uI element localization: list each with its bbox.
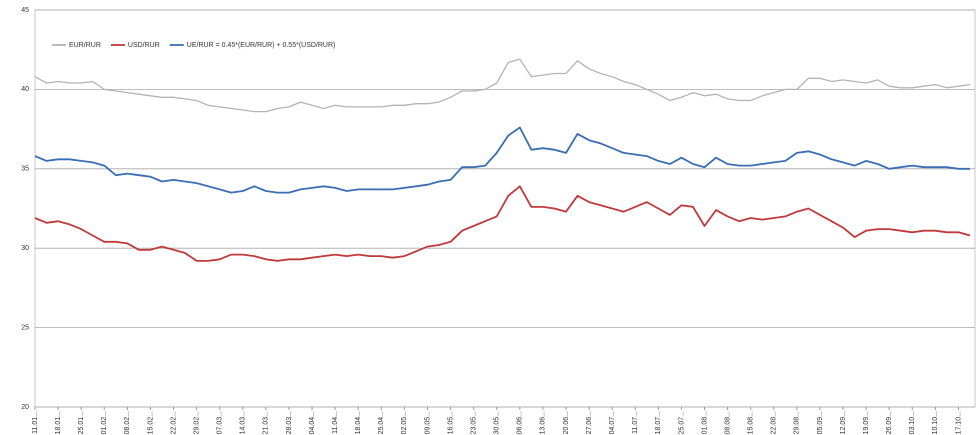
y-tick-label: 25	[21, 324, 29, 331]
x-tick-label: 25.04...	[378, 411, 385, 434]
x-tick-label: 08.08...	[724, 411, 731, 434]
x-tick-label: 14.03...	[240, 411, 247, 434]
x-tick-label: 04.07...	[609, 411, 616, 434]
x-tick-label: 15.08...	[748, 411, 755, 434]
x-tick-label: 20.06...	[563, 411, 570, 434]
x-tick-label: 18.01...	[55, 411, 62, 434]
y-tick-label: 45	[21, 7, 29, 14]
x-tick-label: 04.04...	[309, 411, 316, 434]
x-tick-label: 25.01...	[78, 411, 85, 434]
legend-label: EUR/RUR	[69, 42, 101, 49]
x-tick-label: 21.03...	[263, 411, 270, 434]
legend-label: USD/RUR	[128, 42, 160, 49]
x-tick-label: 11.04...	[332, 411, 339, 434]
y-tick-label: 20	[21, 404, 29, 411]
series-line	[34, 58, 971, 113]
x-tick-label: 18.04...	[355, 411, 362, 434]
x-tick-label: 11.01...	[32, 411, 39, 434]
x-tick-label: 06.06...	[517, 411, 524, 434]
x-tick-label: 22.08...	[771, 411, 778, 434]
x-tick-label: 09.05...	[424, 411, 431, 434]
x-tick-label: 03.10...	[909, 411, 916, 434]
x-tick-label: 12.09...	[840, 411, 847, 434]
legend-item: UE/RUR = 0.45*(EUR/RUR) + 0.55*(USD/RUR)	[169, 42, 336, 49]
series-line	[34, 185, 971, 262]
x-tick-label: 26.09...	[886, 411, 893, 434]
x-tick-label: 05.09...	[817, 411, 824, 434]
x-tick-label: 19.09...	[863, 411, 870, 434]
x-tick-label: 02.05...	[401, 411, 408, 434]
x-tick-label: 25.07...	[678, 411, 685, 434]
x-tick-label: 10.10...	[932, 411, 939, 434]
x-tick-label: 27.06...	[586, 411, 593, 434]
y-tick-label: 30	[21, 245, 29, 252]
legend-item: EUR/RUR	[52, 42, 101, 49]
x-tick-label: 07.03...	[217, 411, 224, 434]
x-tick-label: 01.02...	[101, 411, 108, 434]
x-tick-label: 13.06...	[540, 411, 547, 434]
x-tick-label: 28.03...	[286, 411, 293, 434]
series-line	[34, 126, 970, 194]
x-tick-label: 30.05...	[494, 411, 501, 434]
legend-label: UE/RUR = 0.45*(EUR/RUR) + 0.55*(USD/RUR)	[187, 42, 336, 49]
x-tick-label: 17.10...	[955, 411, 962, 434]
x-tick-label: 15.02...	[147, 411, 154, 434]
x-tick-label: 11.07...	[632, 411, 639, 434]
x-tick-label: 16.05...	[447, 411, 454, 434]
x-tick-label: 29.08...	[794, 411, 801, 434]
x-tick-label: 01.08...	[701, 411, 708, 434]
x-tick-label: 29.02...	[193, 411, 200, 434]
x-tick-label: 22.02...	[170, 411, 177, 434]
x-tick-label: 23.05...	[470, 411, 477, 434]
x-tick-label: 08.02...	[124, 411, 131, 434]
legend-item: USD/RUR	[110, 42, 160, 49]
y-tick-label: 40	[21, 86, 29, 93]
y-tick-label: 35	[21, 166, 29, 173]
x-tick-label: 18.07...	[655, 411, 662, 434]
